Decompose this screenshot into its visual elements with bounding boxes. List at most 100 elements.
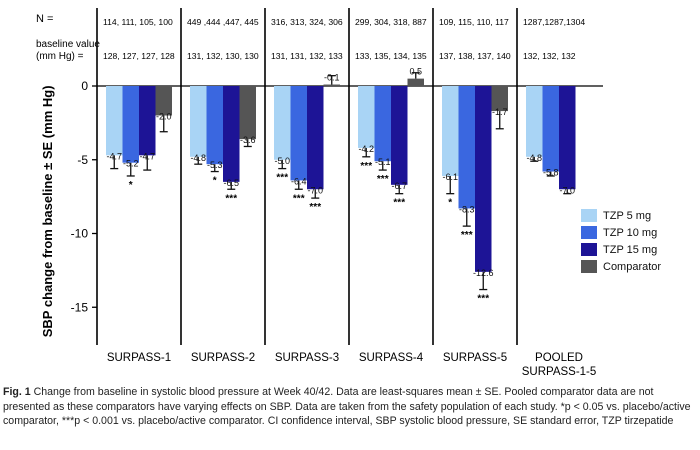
legend-item-tzp-15mg: TZP 15 mg: [581, 241, 661, 258]
bar-4-2: [475, 86, 492, 272]
legend-swatch-comparator: [581, 260, 597, 273]
group-label-4: SURPASS-5: [443, 352, 507, 364]
value-label-4-2: -12.6: [473, 268, 494, 278]
sig-marker-2-2: ***: [309, 202, 321, 213]
sig-marker-1-1: *: [213, 176, 217, 187]
sig-marker-4-2: ***: [477, 294, 489, 305]
y-tick-label-0: 0: [81, 79, 88, 93]
n-row-label: N =: [36, 13, 53, 25]
legend-label-comparator: Comparator: [603, 260, 662, 273]
n-values-4: 109, 115, 110, 117: [439, 17, 509, 27]
baseline-values-4: 137, 138, 137, 140: [439, 51, 511, 61]
value-label-2-2: -7.0: [307, 185, 323, 195]
chart-svg: N = baseline value(mm Hg) = 0 -5 -10 -15 SBP c…: [36, 8, 603, 378]
figure-caption: Fig. 1 Change from baseline in systolic …: [3, 385, 695, 429]
baseline-values-0: 128, 127, 127, 128: [103, 51, 175, 61]
bar-1-1: [206, 86, 223, 165]
bar-0-0: [106, 86, 123, 156]
legend-label-tzp-5mg: TZP 5 mg: [603, 209, 652, 222]
value-label-4-3: -1.7: [492, 107, 508, 117]
sig-marker-2-0: ***: [276, 173, 288, 184]
bar-3-1: [374, 86, 391, 162]
bar-0-1: [122, 86, 139, 163]
value-label-3-1: -5.1: [375, 157, 391, 167]
n-values-1: 449 ,444 ,447, 445: [187, 17, 259, 27]
value-label-4-0: -6.1: [442, 172, 458, 182]
n-values-0: 114, 111, 105, 100: [103, 17, 173, 27]
group-label-5: POOLED: [535, 352, 583, 364]
value-label-2-0: -5.0: [274, 156, 290, 166]
group-label-3: SURPASS-4: [359, 352, 424, 364]
baseline-values-2: 131, 131, 132, 133: [271, 51, 343, 61]
n-values-3: 299, 304, 318, 887: [355, 17, 427, 27]
baseline-values-1: 131, 132, 130, 130: [187, 51, 259, 61]
bar-5-0: [526, 86, 543, 157]
bar-2-2: [307, 86, 324, 190]
baseline-values-3: 133, 135, 134, 135: [355, 51, 427, 61]
bar-3-3: [407, 78, 424, 86]
value-label-3-3: 0.5: [409, 67, 422, 77]
value-label-5-0: -4.8: [526, 153, 542, 163]
caption-fig-label: Fig. 1: [3, 386, 31, 398]
value-label-1-1: -5.3: [207, 160, 223, 170]
value-label-0-2: -4.7: [139, 151, 155, 161]
bar-1-0: [190, 86, 207, 157]
sig-marker-2-1: ***: [293, 193, 305, 204]
bar-0-3: [155, 86, 172, 116]
bar-2-1: [290, 86, 307, 181]
y-tick-label-3: -15: [71, 300, 89, 314]
sig-marker-1-2: ***: [225, 193, 237, 204]
sig-marker-4-1: ***: [461, 230, 473, 241]
caption-text: Change from baseline in systolic blood p…: [3, 386, 691, 427]
legend-item-tzp-5mg: TZP 5 mg: [581, 207, 661, 224]
bar-1-3: [239, 86, 256, 140]
bar-0-2: [139, 86, 156, 156]
value-label-0-1: -5.2: [123, 159, 139, 169]
legend-swatch-tzp-5mg: [581, 209, 597, 222]
bar-4-0: [442, 86, 459, 176]
sig-marker-3-1: ***: [377, 174, 389, 185]
value-label-2-1: -6.4: [291, 176, 307, 186]
bar-4-3: [491, 86, 508, 112]
sig-marker-4-0: *: [448, 198, 452, 209]
y-axis-title: SBP change from baseline ± SE (mm Hg): [40, 85, 55, 337]
value-label-5-1: -5.8: [543, 168, 559, 178]
bar-3-2: [391, 86, 408, 185]
group-label-line2-5: SURPASS-1-5: [522, 366, 597, 378]
bar-3-0: [358, 86, 375, 148]
legend: TZP 5 mg TZP 10 mg TZP 15 mg Comparator: [581, 207, 661, 275]
value-label-0-0: -4.7: [106, 151, 122, 161]
value-label-0-3: -2.0: [156, 112, 172, 122]
legend-label-tzp-15mg: TZP 15 mg: [603, 243, 658, 256]
value-label-1-2: -6.5: [223, 178, 239, 188]
value-label-3-0: -4.2: [358, 144, 374, 154]
sig-marker-3-2: ***: [393, 198, 405, 209]
legend-item-comparator: Comparator: [581, 258, 661, 275]
value-label-2-3: -0.1: [324, 73, 340, 83]
baseline-values-5: 132, 132, 132: [523, 51, 576, 61]
y-tick-label-1: -5: [77, 153, 88, 167]
value-label-3-2: -6.7: [391, 181, 407, 191]
value-label-4-1: -8.3: [459, 204, 475, 214]
n-values-2: 316, 313, 324, 306: [271, 17, 343, 27]
sig-marker-3-0: ***: [360, 161, 372, 172]
value-label-5-2: -7.0: [559, 185, 575, 195]
group-label-1: SURPASS-2: [191, 352, 255, 364]
bar-5-2: [559, 86, 576, 190]
group-label-0: SURPASS-1: [107, 352, 171, 364]
bar-5-1: [542, 86, 559, 172]
legend-item-tzp-10mg: TZP 10 mg: [581, 224, 661, 241]
bar-1-2: [223, 86, 240, 182]
legend-swatch-tzp-15mg: [581, 243, 597, 256]
y-tick-label-2: -10: [71, 227, 89, 241]
legend-label-tzp-10mg: TZP 10 mg: [603, 226, 658, 239]
bar-4-1: [458, 86, 475, 209]
baseline-label-line1: baseline value: [36, 39, 100, 50]
value-label-1-3: -3.6: [240, 135, 256, 145]
legend-swatch-tzp-10mg: [581, 226, 597, 239]
bar-2-3: [323, 84, 340, 86]
baseline-label-line2: (mm Hg) =: [36, 51, 84, 62]
sig-marker-0-1: *: [129, 180, 133, 191]
group-label-2: SURPASS-3: [275, 352, 339, 364]
n-values-5: 1287,1287,1304: [523, 17, 585, 27]
